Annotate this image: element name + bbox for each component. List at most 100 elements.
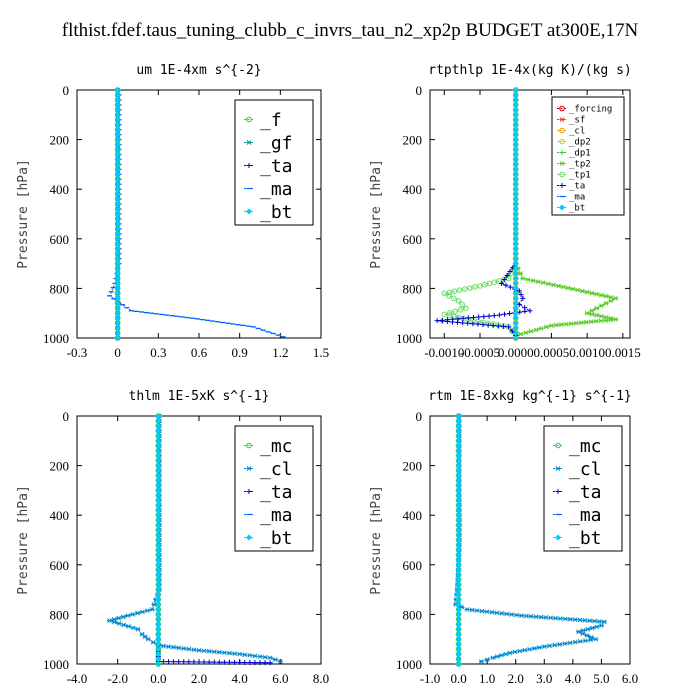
data-point [512,220,519,227]
data-point [584,310,590,316]
data-point [181,659,187,665]
legend-box [234,99,314,226]
y-tick-label: 800 [50,607,70,622]
data-point [155,621,162,628]
data-point [498,280,504,286]
data-point [533,614,539,620]
data-point [455,576,462,583]
series-line [442,90,517,336]
data-point [501,276,507,282]
data-point [472,284,478,290]
data-point [155,646,162,653]
x-tick-label: 0.0 [150,671,166,686]
data-point [446,310,453,316]
data-point [557,642,563,647]
data-point [201,659,207,665]
data-point [557,616,563,621]
data-point [512,121,519,128]
data-point [567,640,573,646]
data-point [455,626,462,633]
data-point [562,616,568,622]
data-point [540,280,546,286]
data-point [114,161,121,168]
data-point [114,171,121,178]
data-point [582,638,588,644]
data-point [155,537,162,543]
x-tick-label: 0.0015 [605,345,641,360]
data-point [456,287,463,293]
data-point [546,643,552,649]
data-point [522,308,528,314]
data-point [538,326,544,331]
data-point [570,286,576,292]
data-point [155,596,162,603]
data-point [512,290,519,297]
data-point [553,615,559,621]
data-point [155,626,162,633]
data-point [155,497,162,504]
plot-frame [429,89,631,339]
data-point [221,650,227,656]
data-point [479,608,485,614]
data-point [567,616,573,622]
data-point [155,422,162,429]
data-point [517,648,523,654]
data-point [494,654,500,659]
data-point [455,571,462,578]
data-point [601,619,607,625]
series-bt [155,413,162,667]
data-point [155,566,162,573]
data-point [114,330,121,337]
data-point [121,622,127,628]
data-point [216,649,222,655]
data-point [160,643,166,649]
data-point [598,623,604,628]
data-point [512,111,519,118]
data-point [608,317,614,323]
panel-title: thlm 1E-5xK s^{-1} [129,389,270,404]
data-point [155,581,162,588]
data-point [155,462,162,469]
data-point [589,308,595,314]
data-point [455,487,462,494]
data-point [126,624,132,629]
data-point [580,631,586,636]
data-point [459,301,465,308]
panel-1: um 1E-4xm s^{-2} 0 200 400 600 800 1000-0.3 0 0.… [16,63,329,360]
data-point [441,290,448,297]
data-point [135,626,141,632]
data-point [484,657,490,663]
data-point [538,614,544,620]
x-tick-label: 8.0 [313,671,329,686]
data-point [262,660,268,666]
data-point [455,507,462,514]
data-point [499,611,505,616]
data-point [512,225,519,232]
data-point [608,298,614,304]
data-point [439,318,445,324]
data-point [455,467,462,474]
data-point [160,659,166,665]
data-point [512,176,519,183]
data-point [111,619,117,625]
data-point [512,131,519,138]
data-point [455,561,462,568]
data-point [114,275,121,282]
data-point [494,610,500,616]
data-point [559,138,565,145]
data-point [246,489,252,494]
data-point [144,608,150,614]
data-point [506,324,512,330]
legend-box [551,96,625,216]
data-point [155,611,162,618]
data-point [114,111,121,118]
data-point [512,161,519,168]
series-bt [455,413,462,667]
x-tick-label: 1.5 [313,345,329,360]
data-point [455,556,462,563]
y-tick-label: 600 [50,558,70,573]
data-point [114,186,121,193]
data-point [155,561,162,568]
data-point [455,422,462,429]
